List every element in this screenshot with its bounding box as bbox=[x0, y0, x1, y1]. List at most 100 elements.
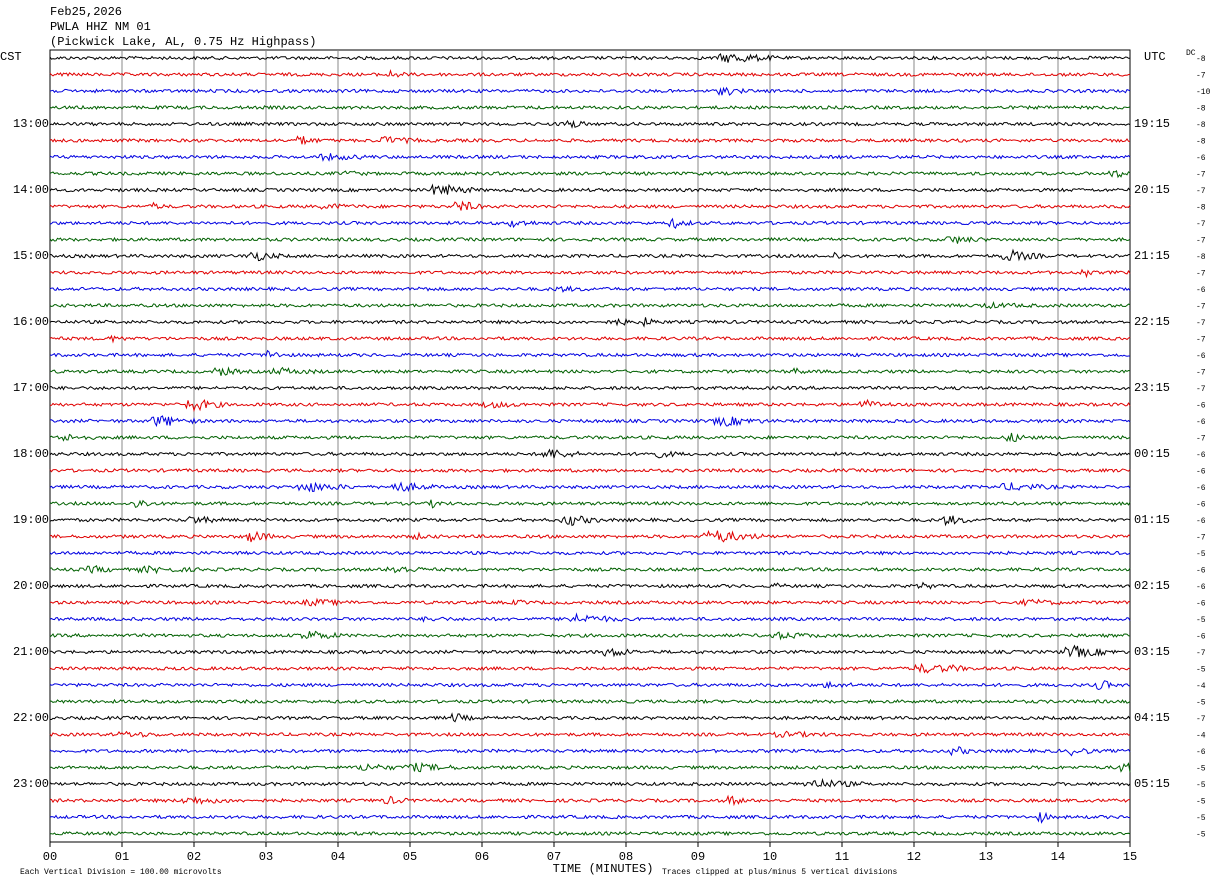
trace bbox=[49, 248, 1131, 262]
plot-frame bbox=[49, 49, 1131, 843]
header-station: PWLA HHZ NM 01 bbox=[50, 20, 151, 34]
trace bbox=[49, 170, 1131, 179]
trace bbox=[49, 432, 1131, 443]
trace bbox=[49, 68, 1131, 78]
right-zone: UTC bbox=[1144, 50, 1166, 64]
dc-offset: -7 bbox=[1196, 187, 1206, 196]
x-tick-label: 15 bbox=[1123, 850, 1137, 864]
dc-offset: -10 bbox=[1196, 88, 1210, 97]
trace bbox=[49, 467, 1131, 474]
trace bbox=[49, 794, 1130, 807]
left-zone: CST bbox=[0, 50, 22, 64]
x-tick-label: 06 bbox=[475, 850, 489, 864]
x-tick-label: 03 bbox=[259, 850, 273, 864]
trace bbox=[49, 698, 1131, 705]
dc-offset: -5 bbox=[1196, 781, 1206, 790]
right-hour-label: 22:15 bbox=[1134, 315, 1170, 329]
trace bbox=[49, 285, 1131, 293]
trace bbox=[49, 499, 1131, 509]
x-tick-label: 13 bbox=[979, 850, 993, 864]
dc-offset: -6 bbox=[1196, 468, 1206, 477]
dc-offset: -7 bbox=[1196, 649, 1206, 658]
trace bbox=[50, 712, 1131, 723]
x-tick-label: 04 bbox=[331, 850, 345, 864]
right-hour-label: 20:15 bbox=[1134, 183, 1170, 197]
right-hour-label: 21:15 bbox=[1134, 249, 1170, 263]
x-axis-label: TIME (MINUTES) bbox=[553, 862, 654, 876]
right-hour-label: 03:15 bbox=[1134, 645, 1170, 659]
dc-offset: -6 bbox=[1196, 567, 1206, 576]
trace bbox=[49, 334, 1131, 344]
trace bbox=[49, 730, 1131, 739]
dc-offset: -6 bbox=[1196, 484, 1206, 493]
dc-offset: -7 bbox=[1196, 303, 1206, 312]
x-tick-label: 02 bbox=[187, 850, 201, 864]
trace bbox=[49, 119, 1131, 129]
dc-offset: -7 bbox=[1196, 385, 1206, 394]
dc-offset: -4 bbox=[1196, 732, 1206, 741]
left-hour-label: 15:00 bbox=[13, 249, 49, 263]
dc-offset: -7 bbox=[1196, 715, 1206, 724]
x-tick-label: 00 bbox=[43, 850, 57, 864]
trace bbox=[49, 448, 1131, 459]
dc-offset: -6 bbox=[1196, 583, 1206, 592]
dc-offset: -5 bbox=[1196, 814, 1206, 823]
header-location: (Pickwick Lake, AL, 0.75 Hz Highpass) bbox=[50, 35, 316, 49]
dc-offset: -4 bbox=[1196, 682, 1206, 691]
x-tick-label: 11 bbox=[835, 850, 849, 864]
dc-offset: -7 bbox=[1196, 319, 1206, 328]
dc-offset: -6 bbox=[1196, 748, 1206, 757]
dc-offset: -6 bbox=[1196, 286, 1206, 295]
trace bbox=[49, 104, 1131, 111]
dc-offset: -5 bbox=[1196, 616, 1206, 625]
x-tick-label: 09 bbox=[691, 850, 705, 864]
trace bbox=[49, 644, 1131, 658]
trace bbox=[49, 200, 1131, 211]
trace bbox=[49, 811, 1131, 824]
x-tick-label: 01 bbox=[115, 850, 129, 864]
left-hour-label: 19:00 bbox=[13, 513, 49, 527]
trace bbox=[49, 415, 1131, 428]
trace bbox=[49, 597, 1131, 607]
left-hour-label: 20:00 bbox=[13, 579, 49, 593]
dc-offset: -6 bbox=[1196, 633, 1206, 642]
dc-offset: -6 bbox=[1196, 154, 1206, 163]
trace bbox=[49, 515, 1131, 527]
x-tick-label: 12 bbox=[907, 850, 921, 864]
x-tick-label: 14 bbox=[1051, 850, 1065, 864]
right-hour-label: 00:15 bbox=[1134, 447, 1170, 461]
dc-offset: -8 bbox=[1196, 204, 1206, 213]
trace bbox=[49, 52, 1130, 63]
x-tick-label: 10 bbox=[763, 850, 777, 864]
dc-offset: -8 bbox=[1196, 55, 1206, 64]
trace bbox=[49, 349, 1130, 358]
dc-offset: -7 bbox=[1196, 369, 1206, 378]
trace bbox=[50, 385, 1131, 391]
trace bbox=[49, 529, 1131, 543]
dc-offset: -7 bbox=[1196, 72, 1206, 81]
trace bbox=[49, 135, 1131, 146]
trace bbox=[49, 183, 1131, 195]
dc-offset: -6 bbox=[1196, 402, 1206, 411]
dc-offset: -5 bbox=[1196, 550, 1206, 559]
trace bbox=[49, 217, 1131, 229]
trace bbox=[49, 398, 1131, 413]
dc-offset: -7 bbox=[1196, 220, 1206, 229]
dc-offset: -5 bbox=[1196, 666, 1206, 675]
x-tick-label: 08 bbox=[619, 850, 633, 864]
dc-offset: -6 bbox=[1196, 418, 1206, 427]
dc-offset: -5 bbox=[1196, 798, 1206, 807]
header-date: Feb25,2026 bbox=[50, 5, 122, 19]
dc-offset: -7 bbox=[1196, 534, 1206, 543]
dc-offset: -8 bbox=[1196, 253, 1206, 262]
dc-offset: -7 bbox=[1196, 336, 1206, 345]
right-hour-label: 23:15 bbox=[1134, 381, 1170, 395]
trace bbox=[49, 581, 1131, 590]
trace bbox=[49, 830, 1131, 837]
left-hour-label: 18:00 bbox=[13, 447, 49, 461]
left-hour-label: 13:00 bbox=[13, 117, 49, 131]
right-hour-label: 04:15 bbox=[1134, 711, 1170, 725]
trace bbox=[49, 680, 1131, 691]
dc-offset: -7 bbox=[1196, 237, 1206, 246]
